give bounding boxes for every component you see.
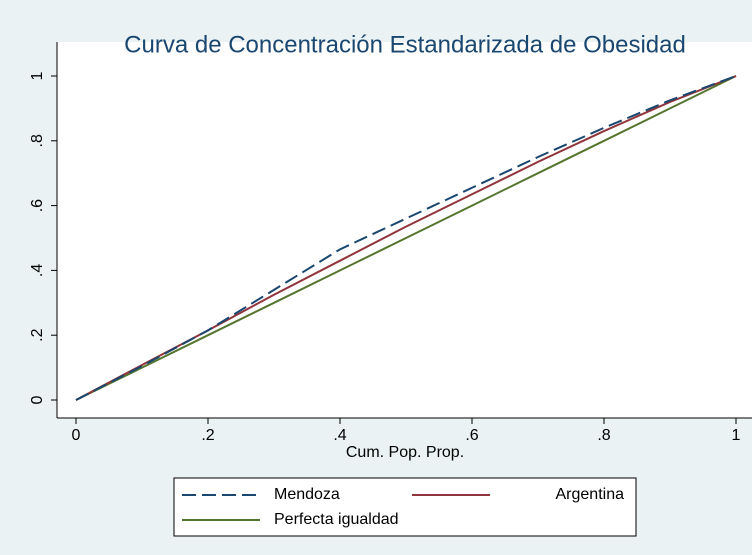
y-tick-label: .6	[29, 199, 46, 212]
legend-label: Mendoza	[274, 486, 340, 503]
x-tick-label: .4	[333, 427, 346, 444]
y-tick-label: .8	[29, 134, 46, 147]
x-tick-label: .2	[201, 427, 214, 444]
legend-label: Perfecta igualdad	[274, 511, 399, 528]
x-axis-label: Cum. Pop. Prop.	[346, 444, 464, 461]
x-tick-label: .6	[465, 427, 478, 444]
legend	[173, 477, 637, 537]
x-tick-label: 1	[732, 427, 741, 444]
x-tick-label: .8	[597, 427, 610, 444]
y-tick-label: 1	[29, 71, 46, 80]
y-tick-label: .2	[29, 328, 46, 341]
series-line	[75, 75, 737, 401]
x-tick-label: 0	[72, 427, 81, 444]
y-tick-label: 0	[29, 395, 46, 404]
plot-area	[57, 42, 752, 418]
series-line	[75, 75, 737, 401]
chart-title: Curva de Concentración Estandarizada de …	[124, 31, 686, 58]
legend-label: Argentina	[556, 486, 625, 503]
y-tick-label: .4	[29, 264, 46, 277]
